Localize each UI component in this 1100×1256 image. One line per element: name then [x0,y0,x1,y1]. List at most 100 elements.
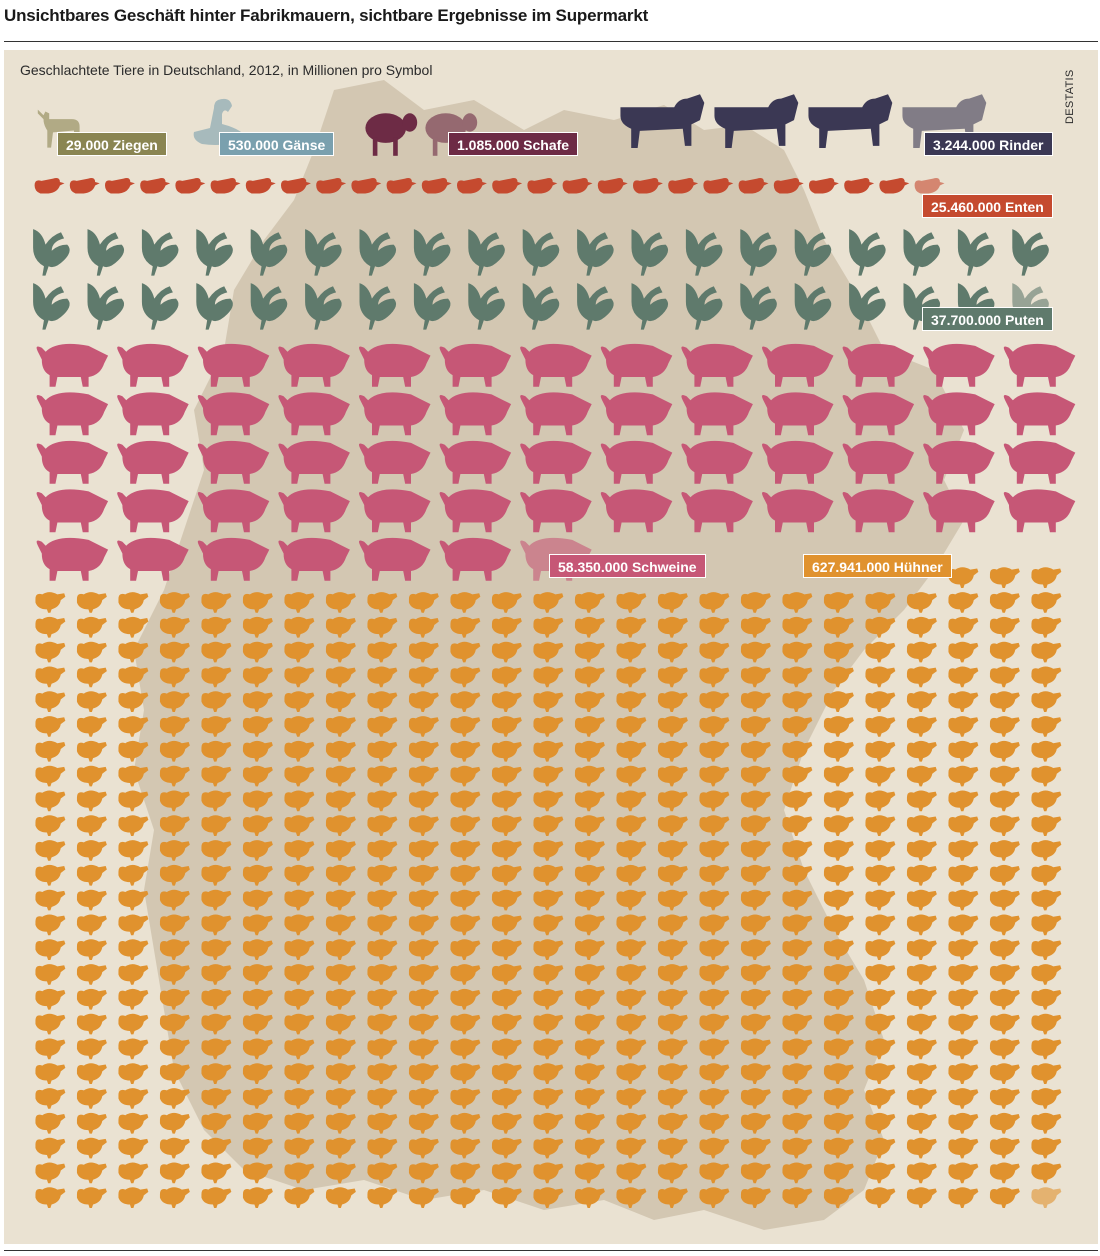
chicken-icon [284,1137,315,1159]
chicken-icon [533,988,564,1010]
chicken-icon [450,1137,481,1159]
turkey-icon [740,229,777,276]
chicken-icon [159,666,190,688]
chicken-icon [242,765,273,787]
chicken-icon [1031,964,1062,985]
chicken-icon [823,1038,854,1060]
chicken-icon [450,815,481,836]
chicken-icon [823,988,854,1010]
chicken-icon [35,1162,66,1184]
chicken-icon [574,1038,605,1060]
chicken-icon [242,1063,273,1084]
chicken-icon [118,864,149,886]
pig-icon [681,392,753,436]
chicken-icon [491,815,522,836]
pig-icon [681,489,753,533]
chicken-icon [159,939,190,960]
chicken-icon [201,1088,232,1109]
chicken-icon [782,840,813,861]
chicken-icon [242,914,273,936]
chicken-icon [76,939,107,960]
pig-icon [762,392,834,436]
pig-icon [117,343,189,387]
chicken-icon [284,864,315,886]
chicken-icon [657,1112,688,1134]
chicken-icon [699,1137,730,1159]
chicken-icon [491,988,522,1010]
chicken-icon [491,914,522,936]
chicken-icon [367,914,398,936]
pig-icon [600,440,673,484]
turkey-icon [196,229,233,276]
chicken-icon [865,740,896,762]
chicken-icon [533,691,564,712]
chicken-icon [906,840,937,861]
chicken-icon [242,964,273,985]
chicken-icon [574,790,605,812]
chicken-icon [948,790,979,812]
chicken-icon [657,1038,688,1060]
chicken-icon [284,964,315,985]
chicken-icon [367,939,398,960]
chicken-icon [1031,616,1062,638]
sheep-icon [365,113,418,156]
chicken-icon [242,889,273,911]
chicken-icon [1031,716,1062,737]
chicken-icon [450,1112,481,1134]
chicken-icon [574,740,605,762]
chicken-icon [450,790,481,812]
chicken-icon [740,914,771,936]
duck-icon [703,177,734,194]
duck-icon [140,177,171,194]
chicken-icon [740,740,771,762]
chicken-icon [699,1162,730,1184]
chicken-icon [948,840,979,861]
chicken-icon [1031,1162,1062,1184]
chicken-icon [1031,691,1062,712]
pig-icon [600,489,673,533]
chicken-icon [76,815,107,836]
chicken-icon [450,988,481,1010]
chicken-icon [118,716,149,737]
chicken-icon [657,765,688,787]
pig-icon [923,392,995,436]
chicken-icon [906,765,937,787]
chicken-icon [574,1088,605,1109]
chicken-icon [782,1013,813,1035]
chicken-icon [491,1038,522,1060]
chicken-icon [159,641,190,663]
chicken-icon [782,964,813,985]
duck-icon [69,177,100,194]
pig-icon [117,537,189,581]
chicken-icon [491,1088,522,1109]
chicken-icon [450,666,481,688]
cow-icon [808,94,893,149]
chicken-icon [906,1137,937,1159]
chicken-icon [533,1187,564,1208]
chicken-icon [201,988,232,1010]
chicken-icon [699,740,730,762]
chicken-icon [35,740,66,762]
chicken-icon [408,889,439,911]
chicken-icon [740,592,771,613]
chicken-icon [159,740,190,762]
duck-icon [457,177,487,194]
chicken-icon [865,1187,896,1208]
chicken-icon [408,1112,439,1134]
pig-icon [1003,392,1076,436]
cow-icon [714,94,799,149]
chicken-icon [201,1013,232,1035]
turkey-icon [631,283,669,330]
chicken-icon [159,790,190,812]
chicken-icon [948,988,979,1010]
chicken-icon [450,914,481,936]
chicken-icon [1031,864,1062,886]
chicken-icon [450,1088,481,1109]
chicken-icon [242,716,273,737]
chicken-icon [616,988,647,1010]
chicken-icon [284,1112,315,1134]
chicken-icon [201,1162,232,1184]
chicken-icon [159,1038,190,1060]
chicken-icon [906,641,937,663]
chicken-icon [408,1063,439,1084]
